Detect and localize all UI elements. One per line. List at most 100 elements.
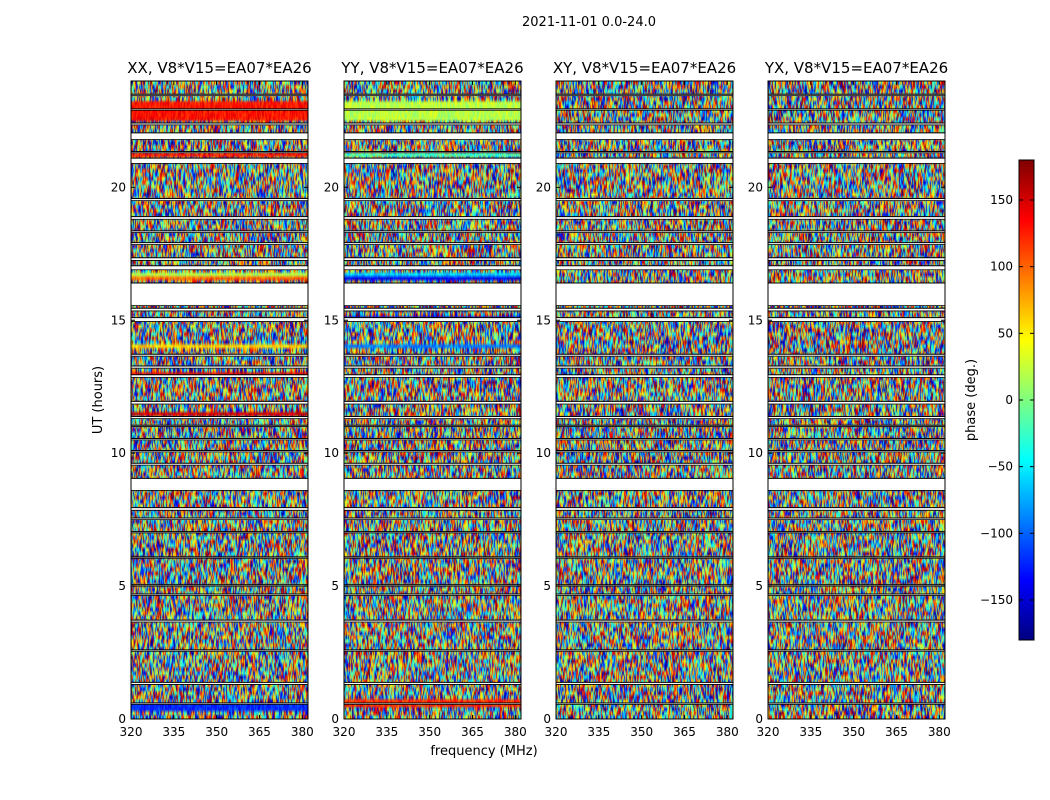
flagged-gap (344, 354, 521, 357)
figure-suptitle: 2021-11-01 0.0-24.0 (522, 15, 656, 30)
flagged-gap (344, 703, 521, 705)
flagged-gap (768, 518, 945, 520)
flagged-gap (768, 158, 945, 164)
flagged-gap (344, 594, 521, 596)
flagged-gap (556, 374, 733, 378)
flagged-gap (131, 265, 308, 270)
flagged-gap (768, 416, 945, 419)
colorbar-tick-label: −100 (980, 526, 1013, 540)
flagged-gap (556, 401, 733, 404)
flagged-gap (344, 401, 521, 404)
flagged-gap (344, 108, 521, 111)
x-tick-label: 350 (205, 725, 228, 739)
x-tick-label: 365 (885, 725, 908, 739)
colorbar-tick-label: −50 (988, 460, 1013, 474)
flagged-gap (768, 354, 945, 357)
flagged-gap (556, 308, 733, 311)
flagged-gap (344, 531, 521, 534)
flagged-gap (344, 317, 521, 322)
x-tick-label: 350 (630, 725, 653, 739)
flagged-gap (344, 151, 521, 153)
phase-raster (131, 81, 308, 719)
flagged-gap (556, 438, 733, 441)
flagged-gap (556, 216, 733, 220)
flagged-gap (768, 450, 945, 453)
flagged-gap (768, 108, 945, 111)
flagged-gap (556, 94, 733, 96)
y-tick-label: 20 (748, 180, 763, 194)
flagged-gap (768, 365, 945, 369)
flagged-gap (131, 478, 308, 491)
flagged-gap (556, 703, 733, 705)
flagged-gap (556, 242, 733, 245)
flagged-gap (556, 584, 733, 587)
flagged-gap (344, 682, 521, 685)
flagged-gap (768, 308, 945, 311)
flagged-gap (344, 416, 521, 419)
flagged-gap (344, 620, 521, 622)
y-tick-label: 0 (543, 712, 551, 726)
flagged-gap (131, 198, 308, 201)
flagged-gap (344, 649, 521, 652)
x-tick-label: 380 (928, 725, 951, 739)
flagged-gap (768, 198, 945, 201)
panel-3: YX, V8*V15=EA07*EA26 320 335 350 365 380 0 5 10 1… (748, 59, 951, 739)
flagged-gap (556, 317, 733, 322)
flagged-gap (344, 450, 521, 453)
y-tick-label: 5 (543, 579, 551, 593)
flagged-gap (131, 450, 308, 453)
flagged-gap (768, 401, 945, 404)
y-tick-label: 15 (111, 313, 126, 327)
flagged-gap (768, 620, 945, 622)
x-axis-label: frequency (MHz) (430, 744, 537, 759)
flagged-gap (344, 265, 521, 270)
panels-group: XX, V8*V15=EA07*EA26 320 335 350 365 380 0 5 10 1… (111, 59, 951, 739)
flagged-gap (344, 123, 521, 125)
flagged-gap (344, 365, 521, 369)
x-tick-label: 335 (162, 725, 185, 739)
y-tick-label: 10 (536, 446, 551, 460)
flagged-gap (344, 94, 521, 96)
flagged-gap (768, 584, 945, 587)
flagged-gap (556, 507, 733, 511)
x-tick-label: 380 (291, 725, 314, 739)
flagged-gap (556, 265, 733, 270)
flagged-gap (344, 584, 521, 587)
y-tick-label: 20 (324, 180, 339, 194)
flagged-gap (768, 682, 945, 685)
flagged-gap (131, 216, 308, 220)
flagged-gap (344, 216, 521, 220)
flagged-gap (344, 425, 521, 427)
y-tick-label: 0 (331, 712, 339, 726)
colorbar: 150 100 50 0 −50 −100 −150 (980, 159, 1035, 641)
flagged-gap (768, 438, 945, 441)
flagged-gap (131, 365, 308, 369)
flagged-gap (556, 450, 733, 453)
x-tick-label: 335 (375, 725, 398, 739)
flagged-gap (556, 425, 733, 427)
flagged-gap (344, 308, 521, 311)
flagged-gap (131, 556, 308, 559)
colorbar-tick-label: −150 (980, 593, 1013, 607)
flagged-gap (131, 584, 308, 587)
flagged-gap (768, 317, 945, 322)
flagged-gap (131, 401, 308, 404)
phase-raster (556, 81, 733, 719)
flagged-gap (131, 94, 308, 96)
flagged-gap (556, 257, 733, 261)
flagged-gap (131, 425, 308, 427)
y-tick-label: 5 (755, 579, 763, 593)
flagged-gap (556, 158, 733, 164)
flagged-gap (768, 123, 945, 125)
panel-title: XY, V8*V15=EA07*EA26 (553, 59, 736, 77)
y-tick-label: 20 (111, 180, 126, 194)
panel-title: XX, V8*V15=EA07*EA26 (127, 59, 311, 77)
phase-raster (344, 81, 521, 719)
flagged-gap (131, 283, 308, 306)
flagged-gap (131, 317, 308, 322)
flagged-gap (344, 283, 521, 306)
flagged-gap (344, 507, 521, 511)
flagged-gap (768, 216, 945, 220)
flagged-gap (768, 425, 945, 427)
panel-2: XY, V8*V15=EA07*EA26 320 335 350 365 380 0 5 10 1… (536, 59, 739, 739)
